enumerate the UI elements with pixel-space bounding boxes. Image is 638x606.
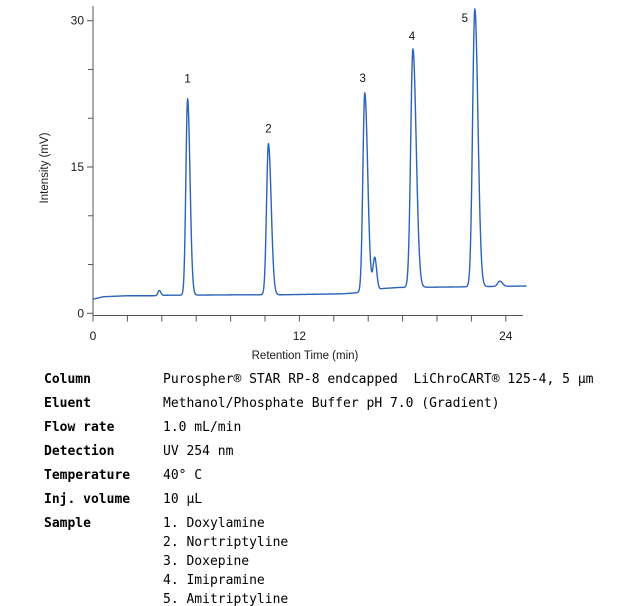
condition-row-detection: Detection UV 254 nm: [44, 440, 636, 464]
sample-compound-3: 3. Doxepine: [163, 554, 250, 569]
y-tick-label: 30: [71, 14, 85, 28]
condition-label: Detection: [44, 444, 115, 459]
condition-value: UV 254 nm: [163, 444, 234, 459]
sample-compound-5: 5. Amitriptyline: [163, 592, 289, 606]
peak-label-3: 3: [360, 73, 366, 85]
condition-value: Methanol/Phosphate Buffer pH 7.0 (Gradie…: [163, 396, 500, 411]
peak-label-1: 1: [184, 74, 190, 86]
condition-row-inj-volume: Inj. volume 10 µL: [44, 488, 636, 512]
sample-compound-list: 1. Doxylamine 2. Nortriptyline 3. Doxepine…: [163, 512, 288, 606]
condition-label: Eluent: [44, 396, 91, 411]
peak-label-4: 4: [409, 31, 416, 43]
condition-value: 10 µL: [163, 492, 203, 507]
condition-label: Sample: [44, 516, 91, 531]
condition-label: Inj. volume: [44, 492, 131, 507]
condition-row-column: Column Purospher® STAR RP-8 endcapped LiC…: [44, 368, 636, 392]
y-tick-label: 0: [77, 306, 84, 320]
peak-label-5: 5: [462, 13, 468, 25]
condition-row-temperature: Temperature 40° C: [44, 464, 636, 488]
x-tick-label: 24: [499, 329, 513, 343]
peak-number-labels: 1 2 3 4 5: [184, 13, 468, 136]
condition-row-flow-rate: Flow rate 1.0 mL/min: [44, 416, 636, 440]
condition-label: Temperature: [44, 468, 131, 483]
chromatogram-trace: [92, 8, 527, 300]
x-tick-label: 12: [293, 329, 307, 343]
condition-row-sample: Sample 1. Doxylamine 2. Nortriptyline 3. Do…: [44, 512, 636, 606]
trace-path: [92, 8, 527, 300]
condition-value: Purospher® STAR RP-8 endcapped LiChroCAR…: [163, 372, 594, 387]
condition-label: Column: [44, 372, 91, 387]
sample-compound-1: 1. Doxylamine: [163, 516, 265, 531]
axis-lines: [92, 6, 523, 316]
sample-compound-2: 2. Nortriptyline: [163, 535, 289, 550]
condition-label: Flow rate: [44, 420, 115, 435]
condition-value: 40° C: [163, 468, 203, 483]
y-tick-label: 15: [71, 160, 85, 174]
conditions-table: Column Purospher® STAR RP-8 endcapped LiC…: [44, 368, 636, 606]
x-axis-title: Retention Time (min): [252, 350, 359, 362]
x-tick-label: 0: [90, 329, 97, 343]
condition-value: 1.0 mL/min: [163, 420, 242, 435]
y-axis-title: Intensity (mV): [39, 132, 51, 203]
sample-compound-4: 4. Imipramine: [163, 573, 265, 588]
condition-row-eluent: Eluent Methanol/Phosphate Buffer pH 7.0 (…: [44, 392, 636, 416]
peak-label-2: 2: [265, 124, 271, 136]
